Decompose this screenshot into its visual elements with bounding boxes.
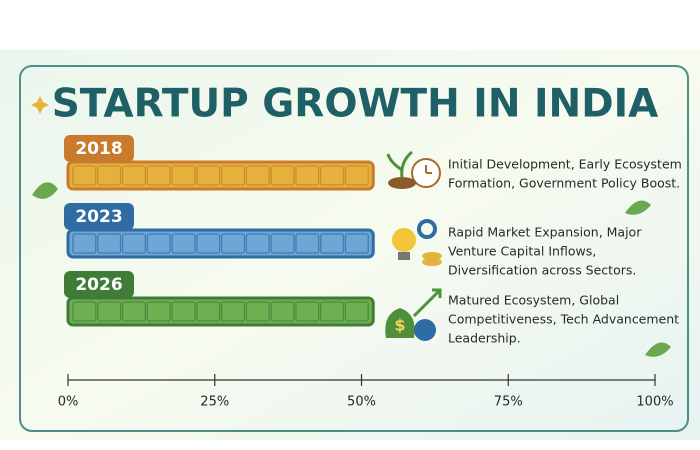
annotation: Leadership. bbox=[448, 331, 521, 346]
bar-segment bbox=[270, 301, 295, 322]
bar-segment bbox=[171, 165, 196, 186]
bar-segment bbox=[295, 301, 320, 322]
category-label: 2018 bbox=[75, 139, 122, 159]
x-tick-label: 0% bbox=[58, 395, 79, 410]
bar bbox=[66, 296, 375, 327]
category-label: 2023 bbox=[75, 207, 122, 227]
year-tab bbox=[64, 203, 134, 230]
bar-segment bbox=[220, 233, 246, 254]
bar-segment bbox=[146, 301, 171, 322]
annotation: Competitiveness, Tech Advancement bbox=[448, 312, 679, 327]
bar-segment bbox=[220, 165, 246, 186]
bar bbox=[66, 160, 375, 191]
x-tick-label: 75% bbox=[494, 395, 523, 410]
bar-segment bbox=[344, 233, 369, 254]
bar-segment bbox=[97, 301, 122, 322]
bar-segment bbox=[146, 165, 171, 186]
bar-segment bbox=[121, 165, 146, 186]
category-label: 2026 bbox=[75, 275, 122, 295]
bar-segment bbox=[72, 301, 97, 322]
bar-segment bbox=[344, 301, 369, 322]
svg-text:$: $ bbox=[394, 316, 405, 335]
x-tick-label: 50% bbox=[347, 395, 376, 410]
bar-segment bbox=[196, 233, 221, 254]
bar-segment bbox=[97, 233, 122, 254]
bar-segment bbox=[220, 301, 246, 322]
decorations: $ bbox=[31, 96, 671, 357]
annotation: Rapid Market Expansion, Major bbox=[448, 225, 642, 240]
bar-segment bbox=[320, 165, 345, 186]
bar-segment bbox=[171, 233, 196, 254]
bar-segment bbox=[121, 233, 146, 254]
x-tick-label: 25% bbox=[200, 395, 229, 410]
bar-segment bbox=[146, 233, 171, 254]
bar-segment bbox=[72, 233, 97, 254]
chart-title: STARTUP GROWTH IN INDIA bbox=[52, 82, 659, 127]
year-tab bbox=[64, 271, 134, 298]
annotation: Formation, Government Policy Boost. bbox=[448, 176, 680, 191]
annotation: Matured Ecosystem, Global bbox=[448, 293, 619, 308]
bar-segment bbox=[196, 165, 221, 186]
bar-segment bbox=[121, 301, 146, 322]
bar-segment bbox=[245, 165, 270, 186]
bar-segment bbox=[270, 165, 295, 186]
bar-segment bbox=[270, 233, 295, 254]
bar-segment bbox=[295, 165, 320, 186]
bar-segment bbox=[295, 233, 320, 254]
annotation: Diversification across Sectors. bbox=[448, 263, 636, 278]
annotation: Initial Development, Early Ecosystem bbox=[448, 157, 682, 172]
bar-segment bbox=[171, 301, 196, 322]
bar-segment bbox=[344, 165, 369, 186]
bar-segment bbox=[245, 301, 270, 322]
bar-segment bbox=[245, 233, 270, 254]
bar-segment bbox=[72, 165, 97, 186]
bar-segment bbox=[320, 301, 345, 322]
bar-segment bbox=[320, 233, 345, 254]
x-tick-label: 100% bbox=[636, 395, 673, 410]
bar-segment bbox=[196, 301, 221, 322]
bar-segment bbox=[97, 165, 122, 186]
frame bbox=[19, 65, 689, 432]
bar bbox=[66, 228, 375, 259]
year-tab bbox=[64, 135, 134, 162]
annotation: Venture Capital Inflows, bbox=[448, 244, 596, 259]
